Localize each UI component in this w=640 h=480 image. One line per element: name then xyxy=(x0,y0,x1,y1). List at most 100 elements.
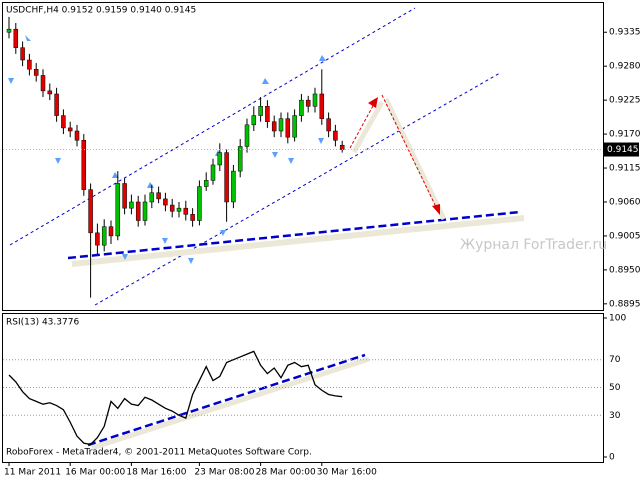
candle-body xyxy=(95,232,100,246)
candle-body xyxy=(190,214,195,221)
last-price-box xyxy=(604,142,639,157)
candle-body xyxy=(271,121,277,132)
support-line xyxy=(67,210,521,260)
candle-body xyxy=(312,93,318,107)
arrow-head xyxy=(432,204,440,215)
candle-body xyxy=(265,106,270,122)
fractal-arrow xyxy=(162,238,168,244)
fractal-arrow xyxy=(288,158,294,164)
candle-body xyxy=(183,207,189,215)
x-tick-label: 28 Mar 00:00 xyxy=(256,468,316,478)
forecast-arrow xyxy=(381,94,437,208)
y-tick-label: 0.8950 xyxy=(609,265,640,275)
y-tick-label: 70 xyxy=(609,355,621,365)
x-tick-label: 23 Mar 08:00 xyxy=(194,468,254,478)
candle-body xyxy=(210,164,216,181)
candle-body xyxy=(251,115,257,126)
candle-body xyxy=(156,192,161,200)
fractal-arrow xyxy=(8,78,14,84)
channel-line xyxy=(9,7,416,246)
candle-body xyxy=(326,118,331,132)
candle-body xyxy=(115,183,121,237)
candle-body xyxy=(299,99,304,116)
candle-body xyxy=(231,170,236,203)
y-tick-label: 0.9225 xyxy=(609,96,640,106)
rsi-line xyxy=(8,350,343,446)
candle-body xyxy=(258,106,263,116)
candle-body xyxy=(33,69,39,76)
candle-body xyxy=(74,130,80,141)
candle-body xyxy=(339,144,345,150)
candle-body xyxy=(47,90,53,95)
candle-body xyxy=(20,47,25,61)
candle-body xyxy=(135,201,141,221)
fractal-arrow xyxy=(318,138,324,144)
y-tick-label: 0.9060 xyxy=(609,197,640,207)
candle-body xyxy=(203,180,209,187)
x-tick-label: 16 Mar 00:00 xyxy=(65,468,125,478)
candle-body xyxy=(149,192,155,203)
candle-body xyxy=(319,93,325,119)
candle-body xyxy=(27,59,32,70)
rsi-panel xyxy=(2,313,604,463)
fractal-arrow xyxy=(262,78,269,84)
y-tick-label: 0.9170 xyxy=(609,130,640,140)
candle-body xyxy=(40,75,46,92)
candle-body xyxy=(163,198,168,206)
candle-body xyxy=(101,226,107,246)
x-tick-label: 30 Mar 16:00 xyxy=(317,468,377,478)
candle-body xyxy=(176,207,182,212)
candle-body xyxy=(237,146,243,172)
fractal-arrow xyxy=(122,254,128,260)
candle-body xyxy=(333,130,338,141)
candle-body xyxy=(292,115,297,138)
watermark: Журнал ForTrader.ru xyxy=(460,237,607,253)
rsi-title: RSI(13) 43.3776 xyxy=(6,318,79,328)
candle-body xyxy=(108,226,114,237)
arrow-shadow xyxy=(351,100,385,154)
candle-body xyxy=(129,201,134,209)
candle-body xyxy=(67,127,73,132)
y-tick-label: 0 xyxy=(609,453,615,463)
candle-body xyxy=(197,186,202,221)
candle-body xyxy=(305,99,311,107)
y-tick-label: 0.9335 xyxy=(609,28,640,38)
candle-body xyxy=(224,152,229,203)
fractal-arrow xyxy=(319,55,326,61)
y-tick-label: 50 xyxy=(609,383,621,393)
candle-body xyxy=(122,183,127,209)
footer: RoboForex - MetaTrader4, © 2001-2011 Met… xyxy=(6,448,312,458)
candle-body xyxy=(142,201,148,221)
y-tick-label: 0.8895 xyxy=(609,299,640,309)
rsi-trend-line xyxy=(87,353,366,447)
y-tick-label: 0.9280 xyxy=(609,62,640,72)
main-panel xyxy=(2,2,604,311)
line-shadow xyxy=(91,356,370,451)
line-shadow xyxy=(71,215,525,267)
fractal-arrow xyxy=(55,158,61,164)
y-tick-label: 100 xyxy=(609,314,626,324)
chart-title: USDCHF,H4 0.9152 0.9159 0.9140 0.9145 xyxy=(6,6,196,16)
candle-body xyxy=(88,189,93,234)
drawings xyxy=(8,7,525,451)
candle-body xyxy=(217,152,223,166)
y-tick-label: 0.9005 xyxy=(609,231,640,241)
fractal-arrow xyxy=(112,172,119,178)
fractal-arrow xyxy=(188,258,194,264)
candle-body xyxy=(81,140,87,190)
arrow-shadow xyxy=(383,97,447,221)
candle-body xyxy=(278,118,284,132)
x-tick-label: 11 Mar 2011 xyxy=(4,468,61,478)
y-tick-label: 0.9115 xyxy=(609,164,640,174)
candle-body xyxy=(61,115,66,129)
fractal-arrow xyxy=(25,35,31,41)
fractal-arrow xyxy=(220,230,226,236)
candle-body xyxy=(6,28,12,33)
fractal-arrow xyxy=(272,152,278,158)
arrow-head xyxy=(368,97,378,108)
candle-body xyxy=(169,204,175,212)
last-price-label: 0.9145 xyxy=(607,145,639,155)
candle-body xyxy=(13,28,19,48)
y-tick-label: 30 xyxy=(609,411,621,421)
